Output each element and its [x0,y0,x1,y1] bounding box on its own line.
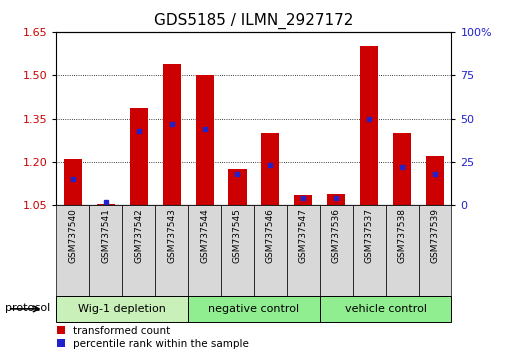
Bar [327,194,345,205]
Bar [261,133,280,205]
Bar [287,205,320,296]
Bar [320,205,353,296]
Bar [426,156,444,205]
Text: GSM737536: GSM737536 [332,208,341,263]
Bar [360,46,378,205]
Text: GSM737537: GSM737537 [365,208,373,263]
Bar [188,296,320,322]
Bar [89,205,122,296]
Bar [195,75,213,205]
Text: GSM737546: GSM737546 [266,208,275,263]
Bar [393,133,411,205]
Bar [294,195,312,205]
Bar [228,169,247,205]
Bar [163,64,181,205]
Text: GSM737544: GSM737544 [200,208,209,263]
Bar [320,296,451,322]
Bar [56,296,188,322]
Text: vehicle control: vehicle control [345,304,427,314]
Bar [254,205,287,296]
Bar [56,205,89,296]
Text: GSM737542: GSM737542 [134,208,143,263]
Bar [122,205,155,296]
Text: protocol: protocol [5,303,50,313]
Bar [188,205,221,296]
Text: GSM737545: GSM737545 [233,208,242,263]
Text: GSM737547: GSM737547 [299,208,308,263]
Text: GSM737543: GSM737543 [167,208,176,263]
Bar [419,205,451,296]
Text: GSM737541: GSM737541 [101,208,110,263]
Bar [130,108,148,205]
Text: GSM737540: GSM737540 [68,208,77,263]
Text: GSM737539: GSM737539 [430,208,440,263]
Bar [97,204,115,205]
Bar [221,205,254,296]
Bar [353,205,386,296]
Bar [64,159,82,205]
Text: negative control: negative control [208,304,300,314]
Legend: transformed count, percentile rank within the sample: transformed count, percentile rank withi… [56,326,249,349]
Bar [155,205,188,296]
Text: GSM737538: GSM737538 [398,208,407,263]
Text: Wig-1 depletion: Wig-1 depletion [78,304,166,314]
Title: GDS5185 / ILMN_2927172: GDS5185 / ILMN_2927172 [154,13,353,29]
Bar [386,205,419,296]
